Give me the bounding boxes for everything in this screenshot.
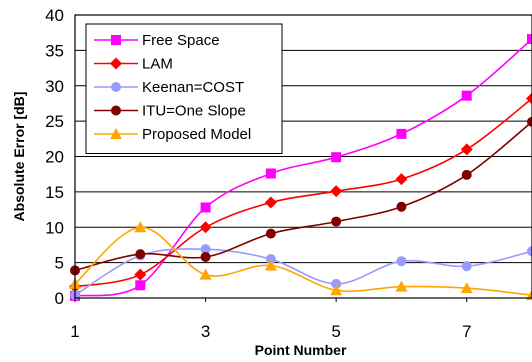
legend-marker-itu-one-slope [111,105,121,116]
y-tick-label-0: 0 [55,289,64,308]
data-point-keenan-cost-7 [461,261,472,272]
data-point-lam-6 [395,173,408,186]
legend-label-itu-one-slope: ITU=One Slope [142,103,246,120]
data-point-keenan-cost-6 [396,256,407,267]
data-point-free-space-8 [527,34,532,45]
legend-item-keenan-cost: Keenan=COST [94,79,244,96]
data-point-lam-5 [330,185,343,198]
data-point-free-space-3 [200,202,211,213]
y-axis-ticks: 0 5 10 15 20 25 30 35 40 [45,6,64,308]
legend-item-itu-one-slope: ITU=One Slope [94,103,246,120]
data-point-free-space-2 [135,280,146,291]
data-point-free-space-5 [331,152,342,163]
data-point-free-space-7 [461,90,472,101]
legend-item-proposed-model: Proposed Model [94,126,251,143]
data-point-itu-one-slope-7 [461,169,472,180]
data-point-keenan-cost-4 [265,254,276,265]
data-point-keenan-cost-5 [331,278,342,289]
data-point-keenan-cost-3 [200,244,211,255]
data-point-itu-one-slope-8 [527,116,532,127]
data-point-proposed-model-7 [460,282,473,294]
series-itu-one-slope [70,116,532,276]
plot-frame [74,14,532,299]
y-tick-label-5: 5 [55,254,64,273]
y-tick-label-15: 15 [45,183,64,202]
x-tick-label-7: 7 [462,322,471,341]
legend-marker-lam [110,57,122,70]
legend-marker-free-space [111,35,121,45]
legend-item-lam: LAM [94,56,173,73]
series-layer [69,34,532,301]
data-point-proposed-model-4 [264,259,277,271]
data-point-proposed-model-6 [395,280,408,292]
y-tick-label-40: 40 [45,6,64,25]
data-point-proposed-model-5 [330,284,343,296]
y-tick-label-20: 20 [45,148,64,167]
data-point-itu-one-slope-5 [331,216,342,227]
y-tick-label-35: 35 [45,41,64,60]
x-axis-ticks: 1 3 5 7 [70,298,471,341]
data-point-itu-one-slope-4 [265,228,276,239]
legend-label-proposed-model: Proposed Model [142,126,251,143]
y-tick-label-10: 10 [45,218,64,237]
data-point-itu-one-slope-3 [200,251,211,262]
data-point-proposed-model-3 [199,268,212,280]
legend-label-lam: LAM [142,56,173,73]
data-point-keenan-cost-8 [527,246,532,257]
legend-label-free-space: Free Space [142,32,220,49]
data-point-free-space-6 [396,128,407,139]
legend: Free Space LAM Keenan=COST ITU=One Slope Pro… [85,23,283,154]
y-tick-label-30: 30 [45,77,64,96]
x-tick-label-1: 1 [70,322,79,341]
x-tick-label-3: 3 [201,322,210,341]
legend-marker-keenan-cost [111,82,121,92]
data-point-proposed-model-2 [134,221,147,233]
legend-label-keenan-cost: Keenan=COST [142,79,244,96]
data-point-lam-8 [526,92,532,105]
y-tick-label-25: 25 [45,112,64,131]
data-point-lam-3 [199,221,212,234]
data-point-lam-2 [134,268,147,281]
legend-item-free-space: Free Space [94,32,220,49]
y-axis-title: Absolute Error [dB] [11,92,27,222]
data-point-free-space-4 [265,168,276,179]
data-point-itu-one-slope-2 [135,249,146,260]
data-point-itu-one-slope-6 [396,201,407,212]
x-axis-title: Point Number [255,342,347,358]
data-point-lam-4 [264,196,277,209]
data-point-lam-7 [460,143,473,156]
x-tick-label-5: 5 [331,322,340,341]
legend-marker-proposed-model [110,128,122,139]
